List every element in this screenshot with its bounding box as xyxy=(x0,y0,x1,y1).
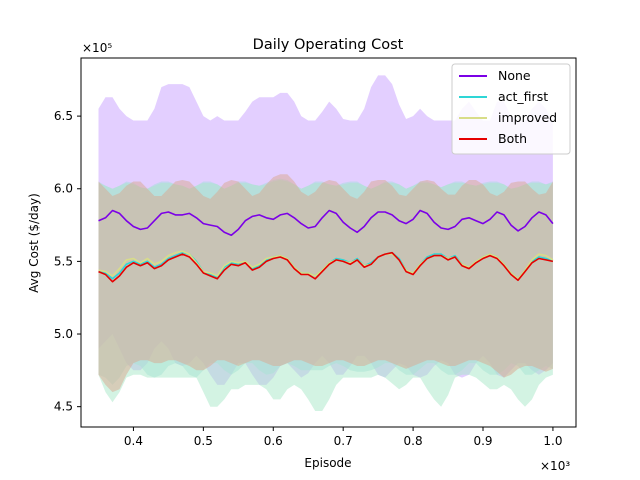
y-tick-label: 6.5 xyxy=(54,109,73,123)
legend-label: act_first xyxy=(498,89,548,104)
line-none xyxy=(98,209,554,236)
line-improved xyxy=(98,250,554,280)
chart-title: Daily Operating Cost xyxy=(253,37,404,53)
legend-box xyxy=(451,63,571,155)
x-tick-label: 0.8 xyxy=(404,434,423,448)
axes-frame xyxy=(80,57,577,428)
x-tick-label: 0.6 xyxy=(264,434,283,448)
confidence-bands xyxy=(98,75,553,411)
legend-label: Both xyxy=(498,131,527,146)
y-tick-label: 6.0 xyxy=(54,182,73,196)
y-tick-label: 5.5 xyxy=(54,254,73,268)
line-both xyxy=(98,251,554,283)
y-axis-multiplier: ×10⁵ xyxy=(82,41,112,55)
x-axis-label: Episode xyxy=(304,456,351,470)
legend: None act_first improved Both xyxy=(451,63,571,155)
y-tick-label: 5.0 xyxy=(54,327,73,341)
x-tick-label: 0.9 xyxy=(473,434,492,448)
x-tick-label: 0.7 xyxy=(334,434,353,448)
series-lines xyxy=(98,209,554,283)
y-axis-label: Avg Cost ($/day) xyxy=(27,193,41,293)
x-axis-multiplier: ×10³ xyxy=(540,459,570,473)
y-axis-ticks: 4.5 5.0 5.5 6.0 6.5 xyxy=(54,109,81,414)
legend-label: None xyxy=(498,68,531,83)
x-tick-label: 0.4 xyxy=(124,434,143,448)
x-axis-ticks: 0.4 0.5 0.6 0.7 0.8 0.9 1.0 xyxy=(124,427,562,448)
x-tick-label: 1.0 xyxy=(543,434,562,448)
legend-label: improved xyxy=(498,110,557,125)
y-tick-label: 4.5 xyxy=(54,400,73,414)
x-tick-label: 0.5 xyxy=(194,434,213,448)
band-both xyxy=(98,174,553,393)
